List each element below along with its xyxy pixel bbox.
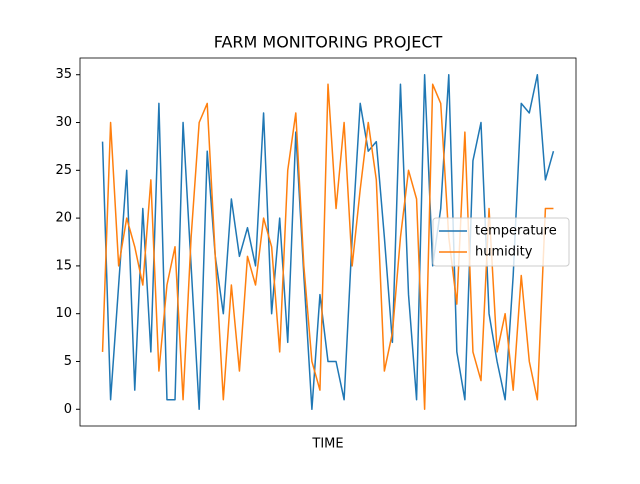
x-axis-label: TIME xyxy=(311,437,343,452)
line-series xyxy=(101,83,554,411)
chart-title: FARM MONITORING PROJECT xyxy=(214,33,443,52)
plot-frame xyxy=(79,57,577,427)
y-tick-label: 25 xyxy=(55,163,72,178)
y-tick-label: 0 xyxy=(64,402,72,417)
legend-label: humidity xyxy=(475,245,533,260)
y-tick-label: 15 xyxy=(55,258,72,273)
legend-label: temperature xyxy=(475,224,557,239)
y-tick-label: 10 xyxy=(55,306,72,321)
y-tick-label: 20 xyxy=(55,211,72,226)
y-tick-label: 35 xyxy=(55,67,72,82)
y-tick-label: 30 xyxy=(55,115,72,130)
legend-box xyxy=(432,217,570,267)
y-tick-label: 5 xyxy=(64,354,72,369)
